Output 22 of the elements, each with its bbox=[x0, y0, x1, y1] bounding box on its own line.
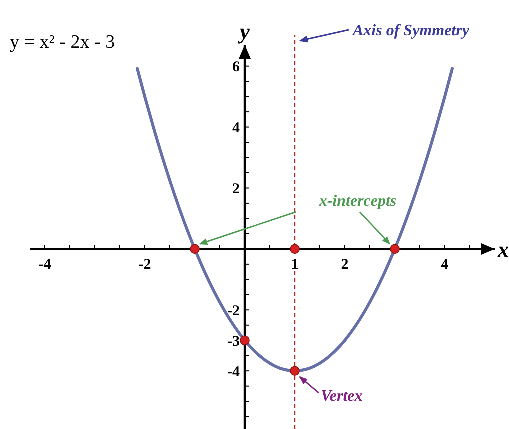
chart-title: y = x² - 2x - 3 bbox=[10, 32, 116, 53]
x-tick-label: 2 bbox=[341, 257, 349, 274]
annotation: x-intercepts bbox=[318, 193, 397, 210]
y-tick-label: 6 bbox=[232, 60, 240, 76]
x-tick-label: -2 bbox=[138, 257, 152, 274]
y-tick-label: -3 bbox=[228, 334, 240, 350]
x-tick-label: 1 bbox=[291, 257, 299, 274]
x-tick-label: -4 bbox=[38, 257, 52, 274]
annotation: Vertex bbox=[321, 388, 363, 406]
point bbox=[390, 244, 400, 254]
x-axis-title: x bbox=[497, 236, 509, 262]
y-tick-label: -2 bbox=[228, 303, 240, 320]
x-tick-label: 4 bbox=[441, 257, 450, 274]
y-tick-label: 4 bbox=[232, 120, 240, 137]
point bbox=[240, 336, 250, 346]
y-tick-label: -4 bbox=[228, 364, 240, 380]
ref-line-label: Axis of Symmetry bbox=[352, 22, 470, 40]
y-axis-title: y bbox=[237, 19, 250, 44]
point bbox=[290, 244, 300, 254]
y-tick-label: 2 bbox=[232, 181, 240, 198]
point bbox=[190, 244, 200, 254]
point bbox=[290, 366, 300, 376]
